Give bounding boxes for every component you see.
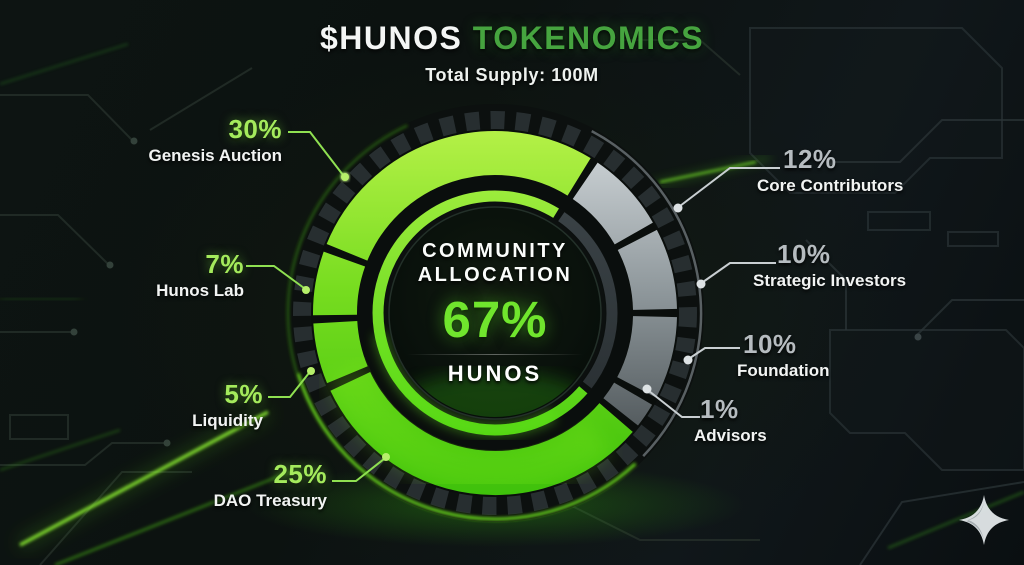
callout-percentage: 5% xyxy=(224,379,263,409)
callout-label: Hunos Lab xyxy=(156,281,244,301)
connector-genesis-auction xyxy=(288,131,344,176)
circuit-traces-right xyxy=(805,119,1024,565)
circuit-nodes xyxy=(70,137,922,447)
callout-genesis-auction: 30% Genesis Auction xyxy=(60,114,282,166)
light-beams xyxy=(0,43,1024,565)
segment-foundation xyxy=(616,315,677,398)
connector-dao-treasury xyxy=(332,458,385,482)
sparkle-shape xyxy=(959,495,1009,545)
callout-strategic-investors: 10% Strategic Investors xyxy=(753,239,993,291)
callout-percentage: 10% xyxy=(743,329,797,359)
callout-foundation: 10% Foundation xyxy=(737,329,937,381)
center-divider xyxy=(407,354,583,355)
callout-label: Foundation xyxy=(737,361,830,381)
page-title: $HUNOS TOKENOMICS xyxy=(0,20,1024,57)
callout-liquidity: 5% Liquidity xyxy=(95,379,263,431)
callout-percentage: 1% xyxy=(700,394,739,424)
callout-dao-treasury: 25% DAO Treasury xyxy=(135,459,327,511)
segment-core-contributors xyxy=(572,162,653,245)
connector-strategic-investors xyxy=(702,262,776,283)
center-percentage: 67% xyxy=(442,291,548,348)
callout-connectors xyxy=(246,131,780,482)
header: $HUNOS TOKENOMICS Total Supply: 100M xyxy=(0,20,1024,86)
callout-label: Liquidity xyxy=(192,411,263,431)
sparkle-logo xyxy=(959,495,1009,545)
callout-percentage: 12% xyxy=(783,144,837,174)
callout-advisors: 1% Advisors xyxy=(694,394,854,446)
segment-liquidity xyxy=(313,320,368,384)
callout-percentage: 30% xyxy=(228,114,282,144)
callout-label: Genesis Auction xyxy=(148,146,282,166)
segment-advisors xyxy=(603,382,653,426)
callout-hunos-lab: 7% Hunos Lab xyxy=(60,249,244,301)
callout-core-contributors: 12% Core Contributors xyxy=(757,144,997,196)
center-token-name: HUNOS xyxy=(447,361,543,386)
connector-hunos-lab xyxy=(246,265,305,289)
total-supply-subtitle: Total Supply: 100M xyxy=(425,65,599,85)
callout-percentage: 7% xyxy=(205,249,244,279)
callout-label: DAO Treasury xyxy=(213,491,327,511)
segment-hunos-lab xyxy=(313,251,366,316)
circuit-panels xyxy=(749,27,1024,471)
donut-inner xyxy=(358,176,632,450)
segment-genesis-auction xyxy=(326,131,591,262)
center-label-group: COMMUNITY ALLOCATION 67% HUNOS xyxy=(365,240,625,387)
connector-advisors xyxy=(648,390,700,418)
title-accent: TOKENOMICS xyxy=(472,20,705,56)
callout-percentage: 25% xyxy=(273,459,327,489)
sparkle-shade xyxy=(966,502,984,540)
connector-foundation xyxy=(689,347,740,359)
title-token-symbol: $HUNOS xyxy=(319,20,463,56)
callout-label: Advisors xyxy=(694,426,767,446)
donut-segments xyxy=(313,131,677,496)
callout-percentage: 10% xyxy=(777,239,831,269)
callout-dots xyxy=(302,172,706,461)
center-line2: ALLOCATION xyxy=(417,264,573,286)
connector-liquidity xyxy=(268,372,310,398)
center-line1: COMMUNITY xyxy=(422,240,568,262)
callout-label: Strategic Investors xyxy=(753,271,907,291)
segment-strategic-investors xyxy=(617,229,677,311)
callout-label: Core Contributors xyxy=(757,176,904,196)
connector-core-contributors xyxy=(679,167,780,207)
